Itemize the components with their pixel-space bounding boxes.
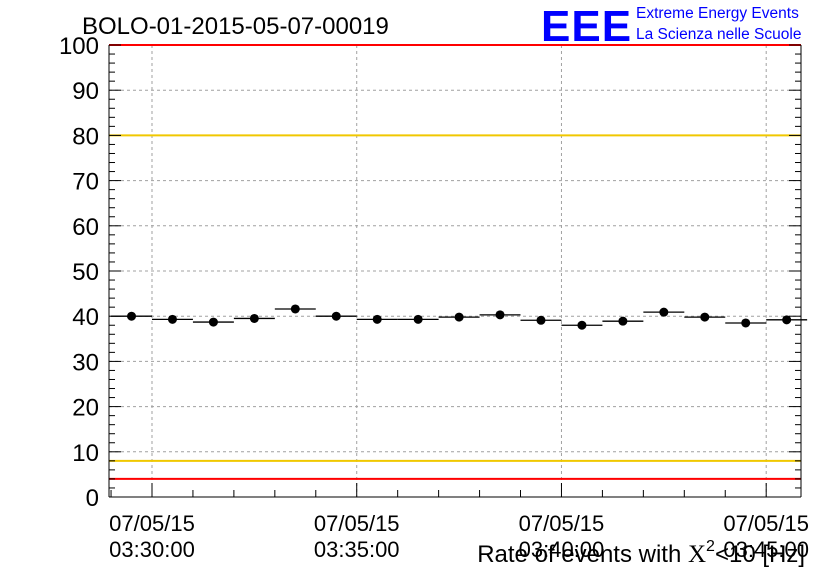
data-point [127,311,137,321]
data-point [454,312,464,322]
data-point [782,315,792,325]
eee-logo-line2: La Scienza nelle Scuole [636,26,801,43]
x-tick-label-date: 07/05/15 [519,511,605,536]
reference-lines [109,44,801,480]
eee-logo-mark: EEE [541,2,632,51]
data-point [413,314,423,324]
data-point [372,314,382,324]
x-tick-labels: 07/05/1503:30:0007/05/1503:35:0007/05/15… [109,511,809,562]
y-tick-label: 100 [59,33,99,60]
x-tick-label-time: 03:45:00 [723,537,809,562]
y-tick-label: 80 [72,123,99,150]
y-axis-label-suffix: <10 [Hz] [715,541,805,568]
chart-title: BOLO-01-2015-05-07-00019 [82,13,389,40]
data-point [577,320,587,330]
y-tick-label: 10 [72,440,99,467]
y-tick-label: 40 [72,304,99,331]
y-axis-label: Rate of events with X2<10 [Hz] [477,538,805,568]
y-axis-label-prefix: Rate of events with [477,541,688,568]
x-tick-label-date: 07/05/15 [109,511,195,536]
data-points [111,304,808,330]
data-point [167,314,177,324]
x-tick-label-time: 03:30:00 [109,537,195,562]
data-point [659,307,669,317]
x-tick-label-time: 03:35:00 [314,537,400,562]
data-point [536,315,546,325]
x-tick-label-time: 03:40:00 [519,537,605,562]
y-axis-label-chi: X [688,541,706,568]
x-tick-label-date: 07/05/15 [723,511,809,536]
data-point [331,311,341,321]
y-tick-label: 70 [72,169,99,196]
y-tick-label: 90 [72,78,99,105]
data-point [618,316,628,326]
eee-logo: EEE Extreme Energy Events La Scienza nel… [541,2,801,51]
x-tick-label-date: 07/05/15 [314,511,400,536]
axes [108,44,802,498]
y-tick-label: 50 [72,259,99,286]
data-point [700,312,710,322]
y-tick-label: 30 [72,349,99,376]
y-tick-label: 0 [86,485,99,512]
data-point [741,318,751,328]
data-point [290,304,300,314]
eee-logo-line1: Extreme Energy Events [636,5,799,22]
y-tick-label: 20 [72,395,99,422]
y-tick-labels: 0 10 20 30 40 50 60 70 80 90 100 [59,33,99,512]
data-point [495,310,505,320]
y-tick-label: 60 [72,214,99,241]
data-point [249,313,259,323]
y-axis-label-sup: 2 [706,538,715,555]
data-point [208,317,218,327]
